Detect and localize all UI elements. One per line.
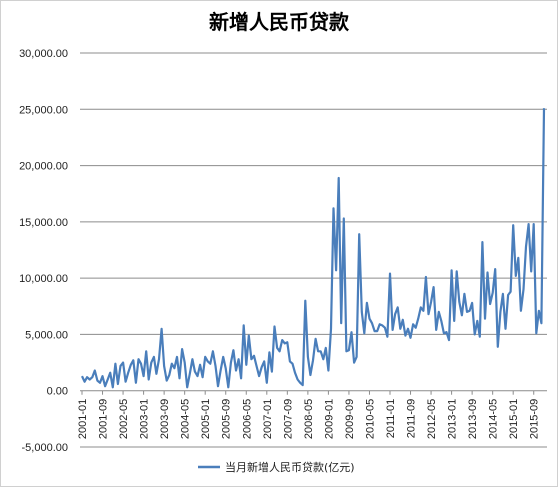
x-tick-label: 2004-05: [180, 399, 192, 439]
x-tick-label: 2012-05: [426, 399, 438, 439]
y-tick-label: -5,000.00: [22, 442, 68, 454]
legend: 当月新增人民币贷款(亿元): [198, 460, 355, 474]
x-tick-label: 2010-05: [364, 399, 376, 439]
x-tick-label: 2003-09: [159, 399, 171, 439]
x-tick-label: 2015-01: [508, 399, 520, 439]
x-tick-label: 2015-09: [529, 399, 541, 439]
legend-label: 当月新增人民币贷款(亿元): [225, 460, 355, 474]
x-tick-label: 2003-01: [139, 399, 151, 439]
series-line: [81, 108, 546, 389]
chart-title: 新增人民币贷款: [209, 10, 350, 34]
y-tick-label: 25,000.00: [19, 104, 68, 116]
y-tick-label: 5,000.00: [25, 329, 68, 341]
y-axis-tick-labels: -5,000.00 0.00 5,000.00 10,000.00 15,000.00 2…: [19, 48, 68, 454]
y-tick-label: 0.00: [47, 386, 68, 398]
x-tick-label: 2009-09: [344, 399, 356, 439]
x-tick-label: 2013-09: [467, 399, 479, 439]
x-tick-label: 2006-05: [241, 399, 253, 439]
y-tick-label: 15,000.00: [19, 217, 68, 229]
x-axis-tick-labels: 2001-01 2001-09 2002-05 2003-01 2003-09 2004-…: [77, 399, 541, 439]
x-tick-label: 2007-01: [262, 399, 274, 439]
x-tick-label: 2007-09: [282, 399, 294, 439]
x-tick-label: 2011-09: [406, 399, 418, 439]
x-tick-label: 2009-01: [323, 399, 335, 439]
x-tick-label: 2005-09: [221, 399, 233, 439]
gridlines: [80, 52, 547, 448]
x-tick-label: 2005-01: [200, 399, 212, 439]
y-tick-label: 30,000.00: [19, 48, 68, 60]
series-layer: [81, 108, 546, 389]
x-tick-label: 2001-01: [77, 399, 89, 439]
x-axis: [80, 390, 547, 395]
y-tick-label: 10,000.00: [19, 273, 68, 285]
x-tick-label: 2014-05: [488, 399, 500, 439]
y-tick-label: 20,000.00: [19, 161, 68, 173]
x-tick-label: 2011-01: [385, 399, 397, 439]
x-tick-label: 2008-05: [303, 399, 315, 439]
x-tick-label: 2013-01: [447, 399, 459, 439]
x-tick-label: 2002-05: [118, 399, 130, 439]
x-tick-label: 2001-09: [98, 399, 110, 439]
